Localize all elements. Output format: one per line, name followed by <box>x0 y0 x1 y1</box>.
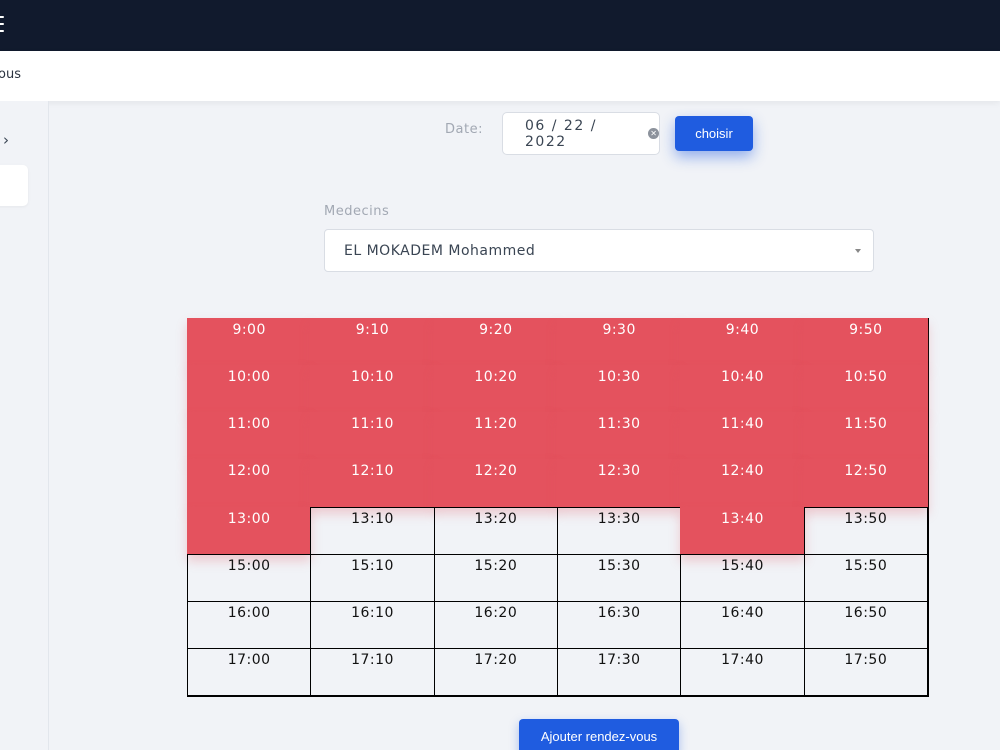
time-slot[interactable]: 9:20 <box>433 318 558 367</box>
time-slot[interactable]: 11:40 <box>680 412 805 461</box>
date-value: 06 / 22 / 2022 <box>525 117 597 150</box>
time-slot[interactable]: 13:00 <box>187 506 312 555</box>
time-slot[interactable]: 10:30 <box>557 365 682 414</box>
time-slot[interactable]: 10:50 <box>803 365 928 414</box>
time-slot[interactable]: 15:40 <box>680 553 805 602</box>
time-slot[interactable]: 15:50 <box>803 553 928 602</box>
time-slot[interactable]: 10:20 <box>433 365 558 414</box>
top-navbar <box>0 0 1000 51</box>
time-slot[interactable]: 15:00 <box>187 553 312 602</box>
time-slot[interactable]: 10:10 <box>310 365 435 414</box>
hamburger-icon[interactable] <box>0 16 4 34</box>
time-slot[interactable]: 16:40 <box>680 600 805 649</box>
time-slot[interactable]: 16:50 <box>803 600 928 649</box>
time-slot[interactable]: 17:00 <box>187 647 312 696</box>
time-slot[interactable]: 16:10 <box>310 600 435 649</box>
medecins-label: Medecins <box>324 204 390 219</box>
time-slot[interactable]: 9:00 <box>187 318 312 367</box>
time-slot[interactable]: 16:20 <box>433 600 558 649</box>
time-slot[interactable]: 9:10 <box>310 318 435 367</box>
medecin-select[interactable]: EL MOKADEM Mohammed <box>324 229 874 272</box>
time-slot[interactable]: 13:10 <box>310 506 435 555</box>
time-slot[interactable]: 12:20 <box>433 459 558 508</box>
time-slot[interactable]: 12:40 <box>680 459 805 508</box>
time-slot[interactable]: 10:40 <box>680 365 805 414</box>
time-slot[interactable]: 15:20 <box>433 553 558 602</box>
sidebar: › <box>0 101 49 750</box>
time-slot[interactable]: 12:50 <box>803 459 928 508</box>
date-input[interactable]: 06 / 22 / 2022 ✕ <box>502 112 660 155</box>
time-slot[interactable]: 17:50 <box>803 647 928 696</box>
time-slot[interactable]: 11:20 <box>433 412 558 461</box>
time-slot[interactable]: 13:30 <box>557 506 682 555</box>
time-slot[interactable]: 15:10 <box>310 553 435 602</box>
time-slot[interactable]: 17:10 <box>310 647 435 696</box>
time-slot[interactable]: 9:30 <box>557 318 682 367</box>
chevron-right-icon[interactable]: › <box>3 131 9 149</box>
time-slot[interactable]: 16:00 <box>187 600 312 649</box>
time-slot[interactable]: 12:10 <box>310 459 435 508</box>
time-slot[interactable]: 17:20 <box>433 647 558 696</box>
medecin-selected: EL MOKADEM Mohammed <box>344 243 536 259</box>
time-slot[interactable]: 9:40 <box>680 318 805 367</box>
chevron-down-icon <box>855 249 861 253</box>
time-slot[interactable]: 11:30 <box>557 412 682 461</box>
breadcrumb: ous <box>0 67 21 82</box>
time-slot[interactable]: 13:50 <box>803 506 928 555</box>
time-slot[interactable]: 12:00 <box>187 459 312 508</box>
time-slot[interactable]: 13:40 <box>680 506 805 555</box>
add-appointment-button[interactable]: Ajouter rendez-vous <box>519 719 679 750</box>
time-slot[interactable]: 17:40 <box>680 647 805 696</box>
date-label: Date: <box>445 122 483 137</box>
time-slot[interactable]: 11:50 <box>803 412 928 461</box>
time-slot[interactable]: 15:30 <box>557 553 682 602</box>
time-slot[interactable]: 9:50 <box>803 318 928 367</box>
time-slot[interactable]: 13:20 <box>433 506 558 555</box>
time-slot[interactable]: 12:30 <box>557 459 682 508</box>
clear-circle-icon[interactable]: ✕ <box>648 128 659 139</box>
sidebar-active-item[interactable] <box>0 165 28 206</box>
time-slot[interactable]: 16:30 <box>557 600 682 649</box>
time-slot-grid: 9:00 9:10 9:20 9:30 9:40 9:50 10:00 10:10 10:20 1… <box>187 318 929 697</box>
choisir-button[interactable]: choisir <box>675 116 753 151</box>
time-slot[interactable]: 11:00 <box>187 412 312 461</box>
time-slot[interactable]: 17:30 <box>557 647 682 696</box>
breadcrumb-bar: ous <box>0 51 1000 101</box>
time-slot[interactable]: 11:10 <box>310 412 435 461</box>
time-slot[interactable]: 10:00 <box>187 365 312 414</box>
